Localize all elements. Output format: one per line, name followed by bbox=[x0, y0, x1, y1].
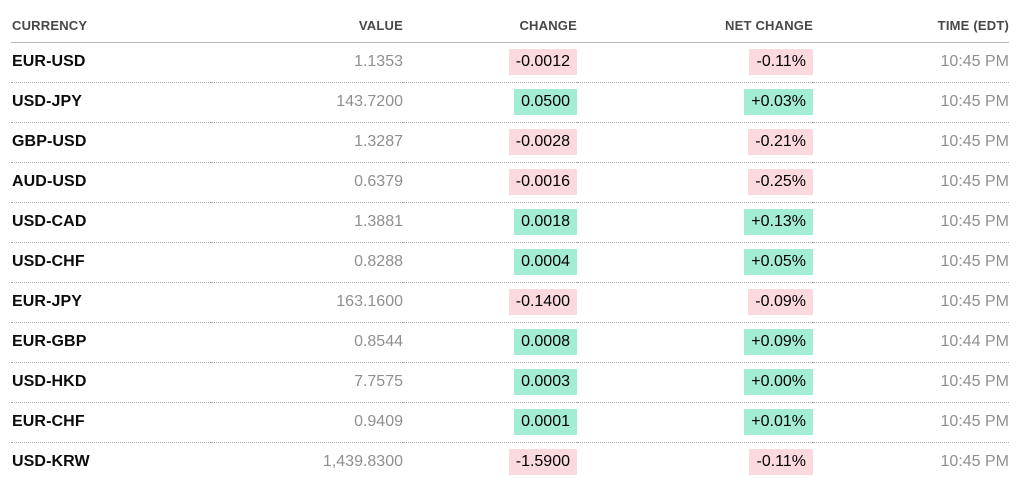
change-pill: 0.0008 bbox=[514, 329, 577, 355]
table-row: EUR-USD 1.1353 -0.0012 -0.11% 10:45 PM bbox=[11, 42, 1009, 83]
net-change-pill: +0.05% bbox=[744, 249, 813, 275]
change-pill: -0.0012 bbox=[508, 49, 577, 75]
net-change-cell: -0.25% bbox=[577, 162, 813, 203]
time-cell: 10:45 PM bbox=[813, 402, 1009, 443]
time-cell: 10:45 PM bbox=[813, 122, 1009, 163]
currency-pair-link[interactable]: EUR-CHF bbox=[11, 402, 211, 443]
change-cell: 0.0018 bbox=[403, 202, 577, 243]
time-cell: 10:45 PM bbox=[813, 362, 1009, 403]
value-cell: 1.3287 bbox=[211, 122, 403, 163]
currency-pair-link[interactable]: USD-JPY bbox=[11, 82, 211, 123]
time-cell: 10:45 PM bbox=[813, 202, 1009, 243]
time-cell: 10:45 PM bbox=[813, 162, 1009, 203]
net-change-pill: +0.00% bbox=[744, 369, 813, 395]
net-change-cell: -0.09% bbox=[577, 282, 813, 323]
table-row: GBP-USD 1.3287 -0.0028 -0.21% 10:45 PM bbox=[11, 122, 1009, 163]
net-change-pill: +0.13% bbox=[744, 209, 813, 235]
net-change-cell: +0.05% bbox=[577, 242, 813, 283]
change-pill: 0.0018 bbox=[514, 209, 577, 235]
currency-pair-link[interactable]: USD-HKD bbox=[11, 362, 211, 403]
currency-pair-link[interactable]: EUR-JPY bbox=[11, 282, 211, 323]
table-row: AUD-USD 0.6379 -0.0016 -0.25% 10:45 PM bbox=[11, 162, 1009, 203]
table-row: EUR-JPY 163.1600 -0.1400 -0.09% 10:45 PM bbox=[11, 282, 1009, 323]
table-row: USD-CAD 1.3881 0.0018 +0.13% 10:45 PM bbox=[11, 202, 1009, 243]
change-cell: 0.0500 bbox=[403, 82, 577, 123]
table-row: USD-JPY 143.7200 0.0500 +0.03% 10:45 PM bbox=[11, 82, 1009, 123]
column-header-change: CHANGE bbox=[403, 10, 577, 43]
value-cell: 1.3881 bbox=[211, 202, 403, 243]
currency-table: CURRENCY VALUE CHANGE NET CHANGE TIME (E… bbox=[11, 10, 1009, 482]
net-change-cell: +0.13% bbox=[577, 202, 813, 243]
net-change-cell: +0.09% bbox=[577, 322, 813, 363]
header-row: CURRENCY VALUE CHANGE NET CHANGE TIME (E… bbox=[11, 10, 1009, 43]
net-change-pill: +0.01% bbox=[744, 409, 813, 435]
value-cell: 0.6379 bbox=[211, 162, 403, 203]
change-cell: -0.0028 bbox=[403, 122, 577, 163]
column-header-net-change: NET CHANGE bbox=[577, 10, 813, 43]
table-row: EUR-CHF 0.9409 0.0001 +0.01% 10:45 PM bbox=[11, 402, 1009, 443]
time-cell: 10:45 PM bbox=[940, 453, 1009, 471]
net-change-cell: +0.03% bbox=[577, 82, 813, 123]
currency-pair-link[interactable]: AUD-USD bbox=[11, 162, 211, 203]
value-cell: 7.7575 bbox=[211, 362, 403, 403]
change-cell: 0.0008 bbox=[403, 322, 577, 363]
net-change-pill: -0.21% bbox=[748, 129, 813, 155]
currency-pair-link[interactable]: GBP-USD bbox=[11, 122, 211, 163]
table-row: EUR-GBP 0.8544 0.0008 +0.09% 10:44 PM bbox=[11, 322, 1009, 363]
net-change-pill: -0.25% bbox=[748, 169, 813, 195]
change-pill: 0.0001 bbox=[514, 409, 577, 435]
currency-pair-link[interactable]: EUR-USD bbox=[11, 42, 211, 83]
net-change-pill: -0.11% bbox=[749, 49, 813, 75]
change-pill: 0.0003 bbox=[514, 369, 577, 395]
time-cell: 10:45 PM bbox=[813, 282, 1009, 323]
net-change-cell: -0.11% bbox=[577, 42, 813, 83]
value-cell: 0.9409 bbox=[211, 402, 403, 443]
value-cell: 1.1353 bbox=[211, 42, 403, 83]
table-row: USD-HKD 7.7575 0.0003 +0.00% 10:45 PM bbox=[11, 362, 1009, 403]
table-body: EUR-USD 1.1353 -0.0012 -0.11% 10:45 PM U… bbox=[11, 42, 1009, 482]
currency-pair-link[interactable]: USD-CHF bbox=[11, 242, 211, 283]
change-cell: -1.5900 bbox=[403, 442, 577, 482]
currency-pair-link[interactable]: USD-KRW bbox=[12, 453, 90, 471]
value-cell: 0.8544 bbox=[211, 322, 403, 363]
net-change-cell: +0.01% bbox=[577, 402, 813, 443]
net-change-pill: -0.09% bbox=[748, 289, 813, 315]
time-cell: 10:44 PM bbox=[813, 322, 1009, 363]
net-change-cell: +0.00% bbox=[577, 362, 813, 403]
net-change-cell: -0.11% bbox=[577, 442, 813, 482]
currency-pair-link[interactable]: USD-CAD bbox=[11, 202, 211, 243]
table-row: USD-KRW 1,439.8300 -1.5900 -0.11% 10:45 … bbox=[11, 442, 1009, 482]
value-cell: 143.7200 bbox=[211, 82, 403, 123]
net-change-cell: -0.21% bbox=[577, 122, 813, 163]
change-cell: -0.1400 bbox=[403, 282, 577, 323]
time-cell: 10:45 PM bbox=[813, 242, 1009, 283]
currency-pair-link[interactable]: EUR-GBP bbox=[11, 322, 211, 363]
change-pill: 0.0004 bbox=[514, 249, 577, 275]
change-pill: 0.0500 bbox=[514, 89, 577, 115]
column-header-currency: CURRENCY bbox=[11, 10, 211, 43]
change-cell: -0.0012 bbox=[403, 42, 577, 83]
change-cell: -0.0016 bbox=[403, 162, 577, 203]
change-cell: 0.0003 bbox=[403, 362, 577, 403]
column-header-time: TIME (EDT) bbox=[813, 10, 1009, 43]
change-pill: -0.1400 bbox=[508, 289, 577, 315]
value-cell: 0.8288 bbox=[211, 242, 403, 283]
change-cell: 0.0004 bbox=[403, 242, 577, 283]
column-header-value: VALUE bbox=[211, 10, 403, 43]
value-cell: 1,439.8300 bbox=[322, 453, 403, 471]
change-pill: -0.0028 bbox=[508, 129, 577, 155]
table-row: USD-CHF 0.8288 0.0004 +0.05% 10:45 PM bbox=[11, 242, 1009, 283]
net-change-pill: +0.09% bbox=[744, 329, 813, 355]
net-change-pill: -0.11% bbox=[749, 449, 813, 476]
change-pill: -0.0016 bbox=[508, 169, 577, 195]
change-pill: -1.5900 bbox=[508, 449, 577, 476]
time-cell: 10:45 PM bbox=[813, 42, 1009, 83]
time-cell: 10:45 PM bbox=[813, 82, 1009, 123]
net-change-pill: +0.03% bbox=[744, 89, 813, 115]
value-cell: 163.1600 bbox=[211, 282, 403, 323]
change-cell: 0.0001 bbox=[403, 402, 577, 443]
